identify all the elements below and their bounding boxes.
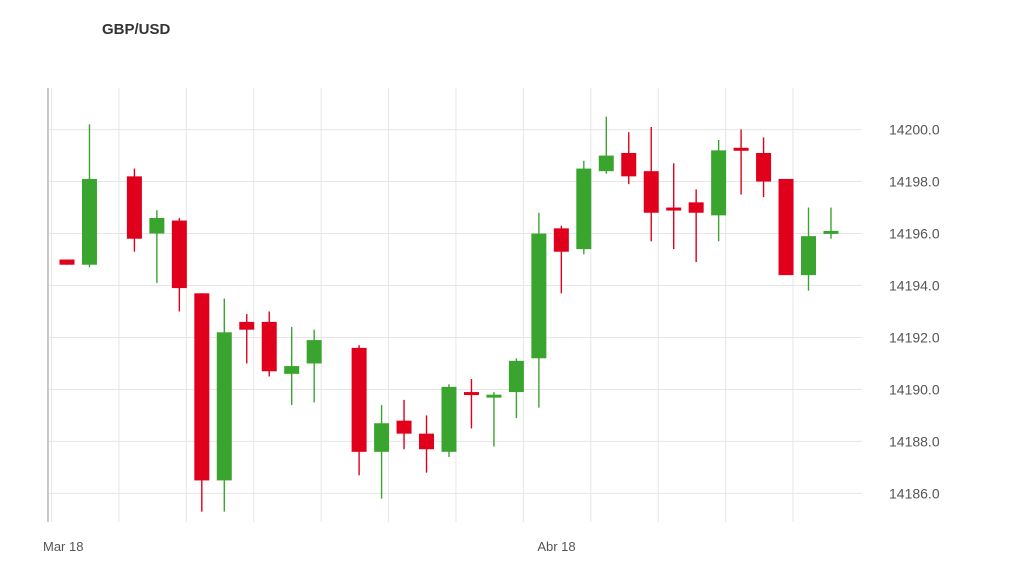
candle-up xyxy=(306,329,322,403)
candle-body xyxy=(598,155,614,172)
candle-body xyxy=(688,202,704,213)
y-tick-label: 14198.0 xyxy=(889,174,940,190)
candle-down xyxy=(419,415,435,473)
candle-down xyxy=(351,345,367,476)
candle-body xyxy=(486,394,502,398)
candle-down xyxy=(396,399,412,450)
candle-up xyxy=(576,160,592,255)
candle-body xyxy=(553,228,569,252)
candle-down xyxy=(239,314,255,364)
candle-up xyxy=(81,124,97,268)
candle-up xyxy=(801,207,817,291)
candle-down xyxy=(126,168,142,252)
candle-down xyxy=(756,137,772,198)
candle-up xyxy=(441,384,457,458)
x-tick-labels: Mar 18 Abr 18 xyxy=(43,539,576,554)
y-tick-label: 14200.0 xyxy=(889,122,940,138)
candle-body xyxy=(81,178,97,265)
y-tick-label: 14186.0 xyxy=(889,485,940,501)
candle-down xyxy=(688,189,704,263)
candle-body xyxy=(419,433,435,450)
candle-down xyxy=(59,259,75,265)
candle-body xyxy=(756,152,772,182)
y-tick-label: 14192.0 xyxy=(889,329,940,345)
y-tick-label: 14190.0 xyxy=(889,381,940,397)
candle-body xyxy=(643,171,659,213)
candle-up xyxy=(508,358,524,419)
candle-up xyxy=(216,298,232,512)
candle-down xyxy=(643,126,659,242)
candle-body xyxy=(216,332,232,481)
candle-down xyxy=(733,129,749,195)
candle-body xyxy=(778,178,794,276)
candle-down xyxy=(666,163,682,250)
candle-body xyxy=(621,152,637,177)
candle-up xyxy=(149,210,165,283)
candle-body xyxy=(261,321,277,372)
candle-body xyxy=(508,360,524,393)
x-tick-label: Mar 18 xyxy=(43,539,83,554)
chart-title: GBP/USD xyxy=(102,21,171,38)
candle-body xyxy=(239,321,255,330)
candle-down xyxy=(194,293,210,512)
candle-up xyxy=(823,207,839,239)
y-tick-label: 14196.0 xyxy=(889,226,940,242)
x-tick-label: Abr 18 xyxy=(537,539,575,554)
candle-body xyxy=(666,207,682,211)
candle-body xyxy=(576,168,592,250)
candle-body xyxy=(351,347,367,452)
candle-down xyxy=(171,217,187,312)
candle-body xyxy=(823,230,839,234)
candle-body xyxy=(801,236,817,276)
candle-up xyxy=(284,327,300,406)
candle-up xyxy=(486,392,502,447)
y-tick-label: 14194.0 xyxy=(889,278,940,294)
candle-body xyxy=(374,423,390,452)
candle-down xyxy=(463,379,479,429)
candle-body xyxy=(463,392,479,396)
candle-up xyxy=(374,405,390,499)
candle-body xyxy=(59,259,75,265)
candle-body xyxy=(531,233,547,359)
candle-body xyxy=(171,220,187,289)
candle-down xyxy=(621,132,637,185)
y-tick-label: 14188.0 xyxy=(889,433,940,449)
candle-down xyxy=(778,178,794,276)
candle-down xyxy=(553,225,569,294)
candle-body xyxy=(396,420,412,434)
candle-up xyxy=(598,116,614,174)
candles xyxy=(59,116,839,512)
candle-body xyxy=(149,217,165,234)
candle-body xyxy=(126,176,142,239)
candle-body xyxy=(711,150,727,216)
candle-body xyxy=(733,147,749,151)
grid-lines xyxy=(48,88,862,522)
candle-body xyxy=(194,293,210,481)
candle-up xyxy=(711,139,727,242)
candle-down xyxy=(261,311,277,377)
candle-up xyxy=(531,212,547,408)
y-tick-labels: 14186.0 14188.0 14190.0 14192.0 14194.0 14196… xyxy=(889,122,940,502)
candle-body xyxy=(306,340,322,364)
candle-body xyxy=(284,366,300,374)
candle-body xyxy=(441,386,457,452)
